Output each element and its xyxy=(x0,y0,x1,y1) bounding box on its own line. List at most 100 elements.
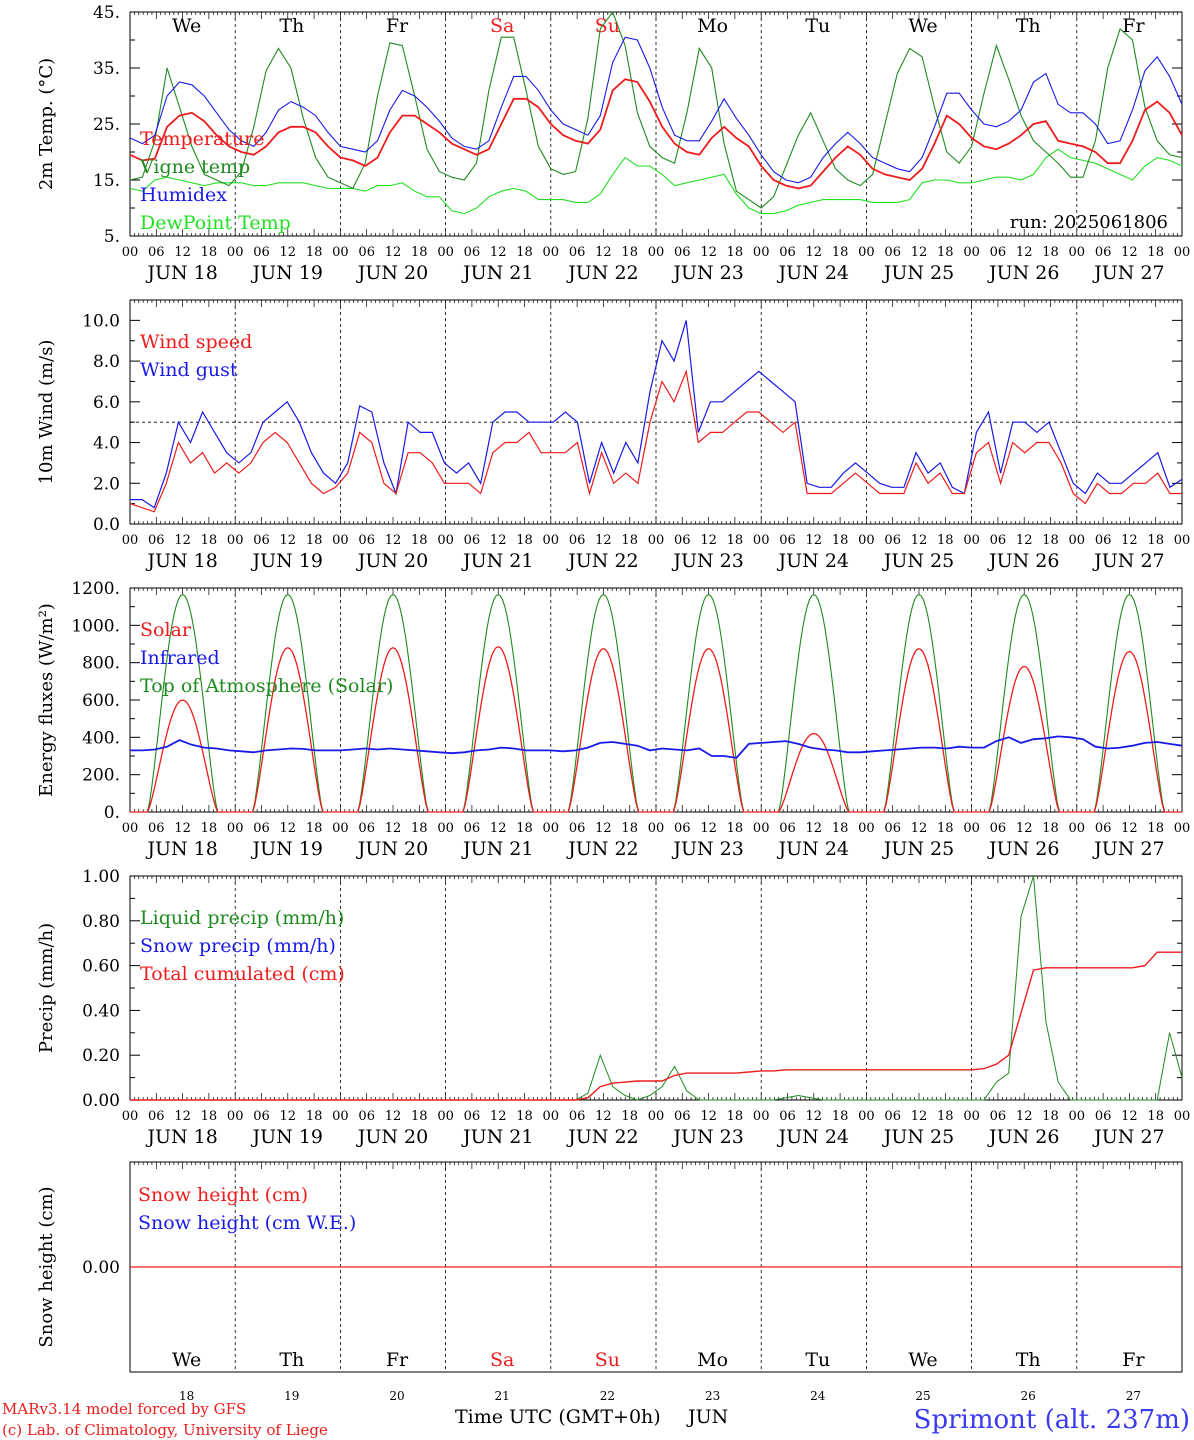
y-axis-label: 2m Temp. (°C) xyxy=(36,58,57,190)
weekday-label: Su xyxy=(595,15,620,37)
date-label: JUN 23 xyxy=(671,838,743,860)
hour-tick-label: 12 xyxy=(806,821,823,836)
y-tick-label: 1200. xyxy=(71,579,120,599)
hour-tick-label: 06 xyxy=(779,821,796,836)
hour-tick-label: 06 xyxy=(253,533,270,548)
hour-tick-label: 12 xyxy=(174,533,191,548)
hour-tick-label: 12 xyxy=(490,533,507,548)
legend-entry: Solar xyxy=(140,619,192,641)
hour-tick-label: 06 xyxy=(358,821,375,836)
hour-tick-label: 00 xyxy=(543,1109,560,1124)
y-tick-label: 25. xyxy=(93,115,120,135)
y-tick-label: 0.40 xyxy=(82,1001,120,1021)
hour-tick-label: 00 xyxy=(227,821,244,836)
hour-tick-label: 00 xyxy=(122,1109,139,1124)
hour-tick-label: 12 xyxy=(1121,533,1138,548)
weekday-label: We xyxy=(172,15,201,37)
hour-tick-label: 00 xyxy=(1174,245,1191,260)
y-tick-label: 4.0 xyxy=(93,434,120,454)
hour-tick-label: 06 xyxy=(148,1109,165,1124)
hour-tick-label: 00 xyxy=(1174,1109,1191,1124)
hour-tick-label: 00 xyxy=(543,821,560,836)
hour-tick-label: 06 xyxy=(674,1109,691,1124)
date-label: JUN 20 xyxy=(356,1126,428,1148)
date-label: JUN 26 xyxy=(987,1126,1059,1148)
date-label: JUN 24 xyxy=(777,262,849,284)
weekday-label: Th xyxy=(279,15,304,37)
series-line-wind-gust xyxy=(130,320,1183,509)
weekday-label: Mo xyxy=(697,15,728,37)
hour-tick-label: 18 xyxy=(727,1109,744,1124)
y-tick-label: 200. xyxy=(82,766,120,786)
hour-tick-label: 18 xyxy=(306,533,323,548)
panel-frame xyxy=(129,11,1183,237)
model-credit: MARv3.14 model forced by GFS xyxy=(2,1400,246,1418)
hour-tick-label: 18 xyxy=(411,1109,428,1124)
date-label: JUN 24 xyxy=(777,838,849,860)
series-line-vigne-temp xyxy=(129,10,1183,209)
day-number-label: 27 xyxy=(1126,1389,1141,1403)
y-tick-label: 10.0 xyxy=(82,311,120,331)
weekday-label: We xyxy=(908,1349,937,1371)
hour-tick-label: 18 xyxy=(621,533,638,548)
y-tick-label: 0.0 xyxy=(93,515,120,535)
hour-tick-label: 06 xyxy=(674,245,691,260)
hour-tick-label: 18 xyxy=(516,533,533,548)
hour-tick-label: 00 xyxy=(543,533,560,548)
hour-tick-label: 06 xyxy=(990,245,1007,260)
hour-tick-label: 12 xyxy=(280,821,297,836)
hour-tick-label: 06 xyxy=(148,245,165,260)
hour-tick-label: 00 xyxy=(963,245,980,260)
hour-tick-label: 12 xyxy=(1121,1109,1138,1124)
y-tick-label: 8.0 xyxy=(93,352,120,372)
hour-tick-label: 06 xyxy=(569,533,586,548)
hour-tick-label: 06 xyxy=(1095,245,1112,260)
date-label: JUN 20 xyxy=(356,262,428,284)
date-label: JUN 18 xyxy=(145,262,217,284)
hour-tick-label: 18 xyxy=(727,821,744,836)
hour-tick-label: 12 xyxy=(385,245,402,260)
hour-tick-label: 12 xyxy=(700,821,717,836)
y-axis-label: 10m Wind (m/s) xyxy=(36,340,57,485)
date-label: JUN 24 xyxy=(777,1126,849,1148)
hour-tick-label: 06 xyxy=(358,245,375,260)
time-axis-label: Time UTC (GMT+0h) xyxy=(455,1406,661,1428)
hour-tick-label: 06 xyxy=(779,533,796,548)
hour-tick-label: 18 xyxy=(306,245,323,260)
date-label: JUN 23 xyxy=(671,1126,743,1148)
hour-tick-label: 12 xyxy=(911,821,928,836)
date-label: JUN 27 xyxy=(1092,1126,1164,1148)
hour-tick-label: 18 xyxy=(1147,245,1164,260)
date-label: JUN 19 xyxy=(251,1126,323,1148)
hour-tick-label: 06 xyxy=(464,821,481,836)
hour-tick-label: 18 xyxy=(201,245,218,260)
hour-tick-label: 00 xyxy=(437,245,454,260)
hour-tick-label: 00 xyxy=(648,1109,665,1124)
date-label: JUN 19 xyxy=(251,262,323,284)
date-label: JUN 26 xyxy=(987,262,1059,284)
hour-tick-label: 06 xyxy=(569,245,586,260)
hour-tick-label: 00 xyxy=(332,1109,349,1124)
date-label: JUN 24 xyxy=(777,550,849,572)
date-label: JUN 18 xyxy=(145,550,217,572)
hour-tick-label: 12 xyxy=(595,1109,612,1124)
hour-tick-label: 12 xyxy=(280,1109,297,1124)
hour-tick-label: 00 xyxy=(1174,821,1191,836)
hour-tick-label: 00 xyxy=(753,1109,770,1124)
panel-frame xyxy=(129,299,1183,525)
hour-tick-label: 18 xyxy=(411,821,428,836)
hour-tick-label: 06 xyxy=(884,533,901,548)
hour-tick-label: 06 xyxy=(779,245,796,260)
y-tick-label: 0.00 xyxy=(82,1258,120,1278)
y-tick-label: 5. xyxy=(104,227,120,247)
hour-tick-label: 12 xyxy=(1016,821,1033,836)
hour-tick-label: 06 xyxy=(779,1109,796,1124)
hour-tick-label: 18 xyxy=(411,245,428,260)
y-tick-label: 400. xyxy=(82,728,120,748)
panel-frame xyxy=(129,587,1183,813)
y-tick-label: 0.20 xyxy=(82,1046,120,1066)
hour-tick-label: 18 xyxy=(1147,821,1164,836)
hour-tick-label: 18 xyxy=(1042,821,1059,836)
hour-tick-label: 12 xyxy=(700,533,717,548)
